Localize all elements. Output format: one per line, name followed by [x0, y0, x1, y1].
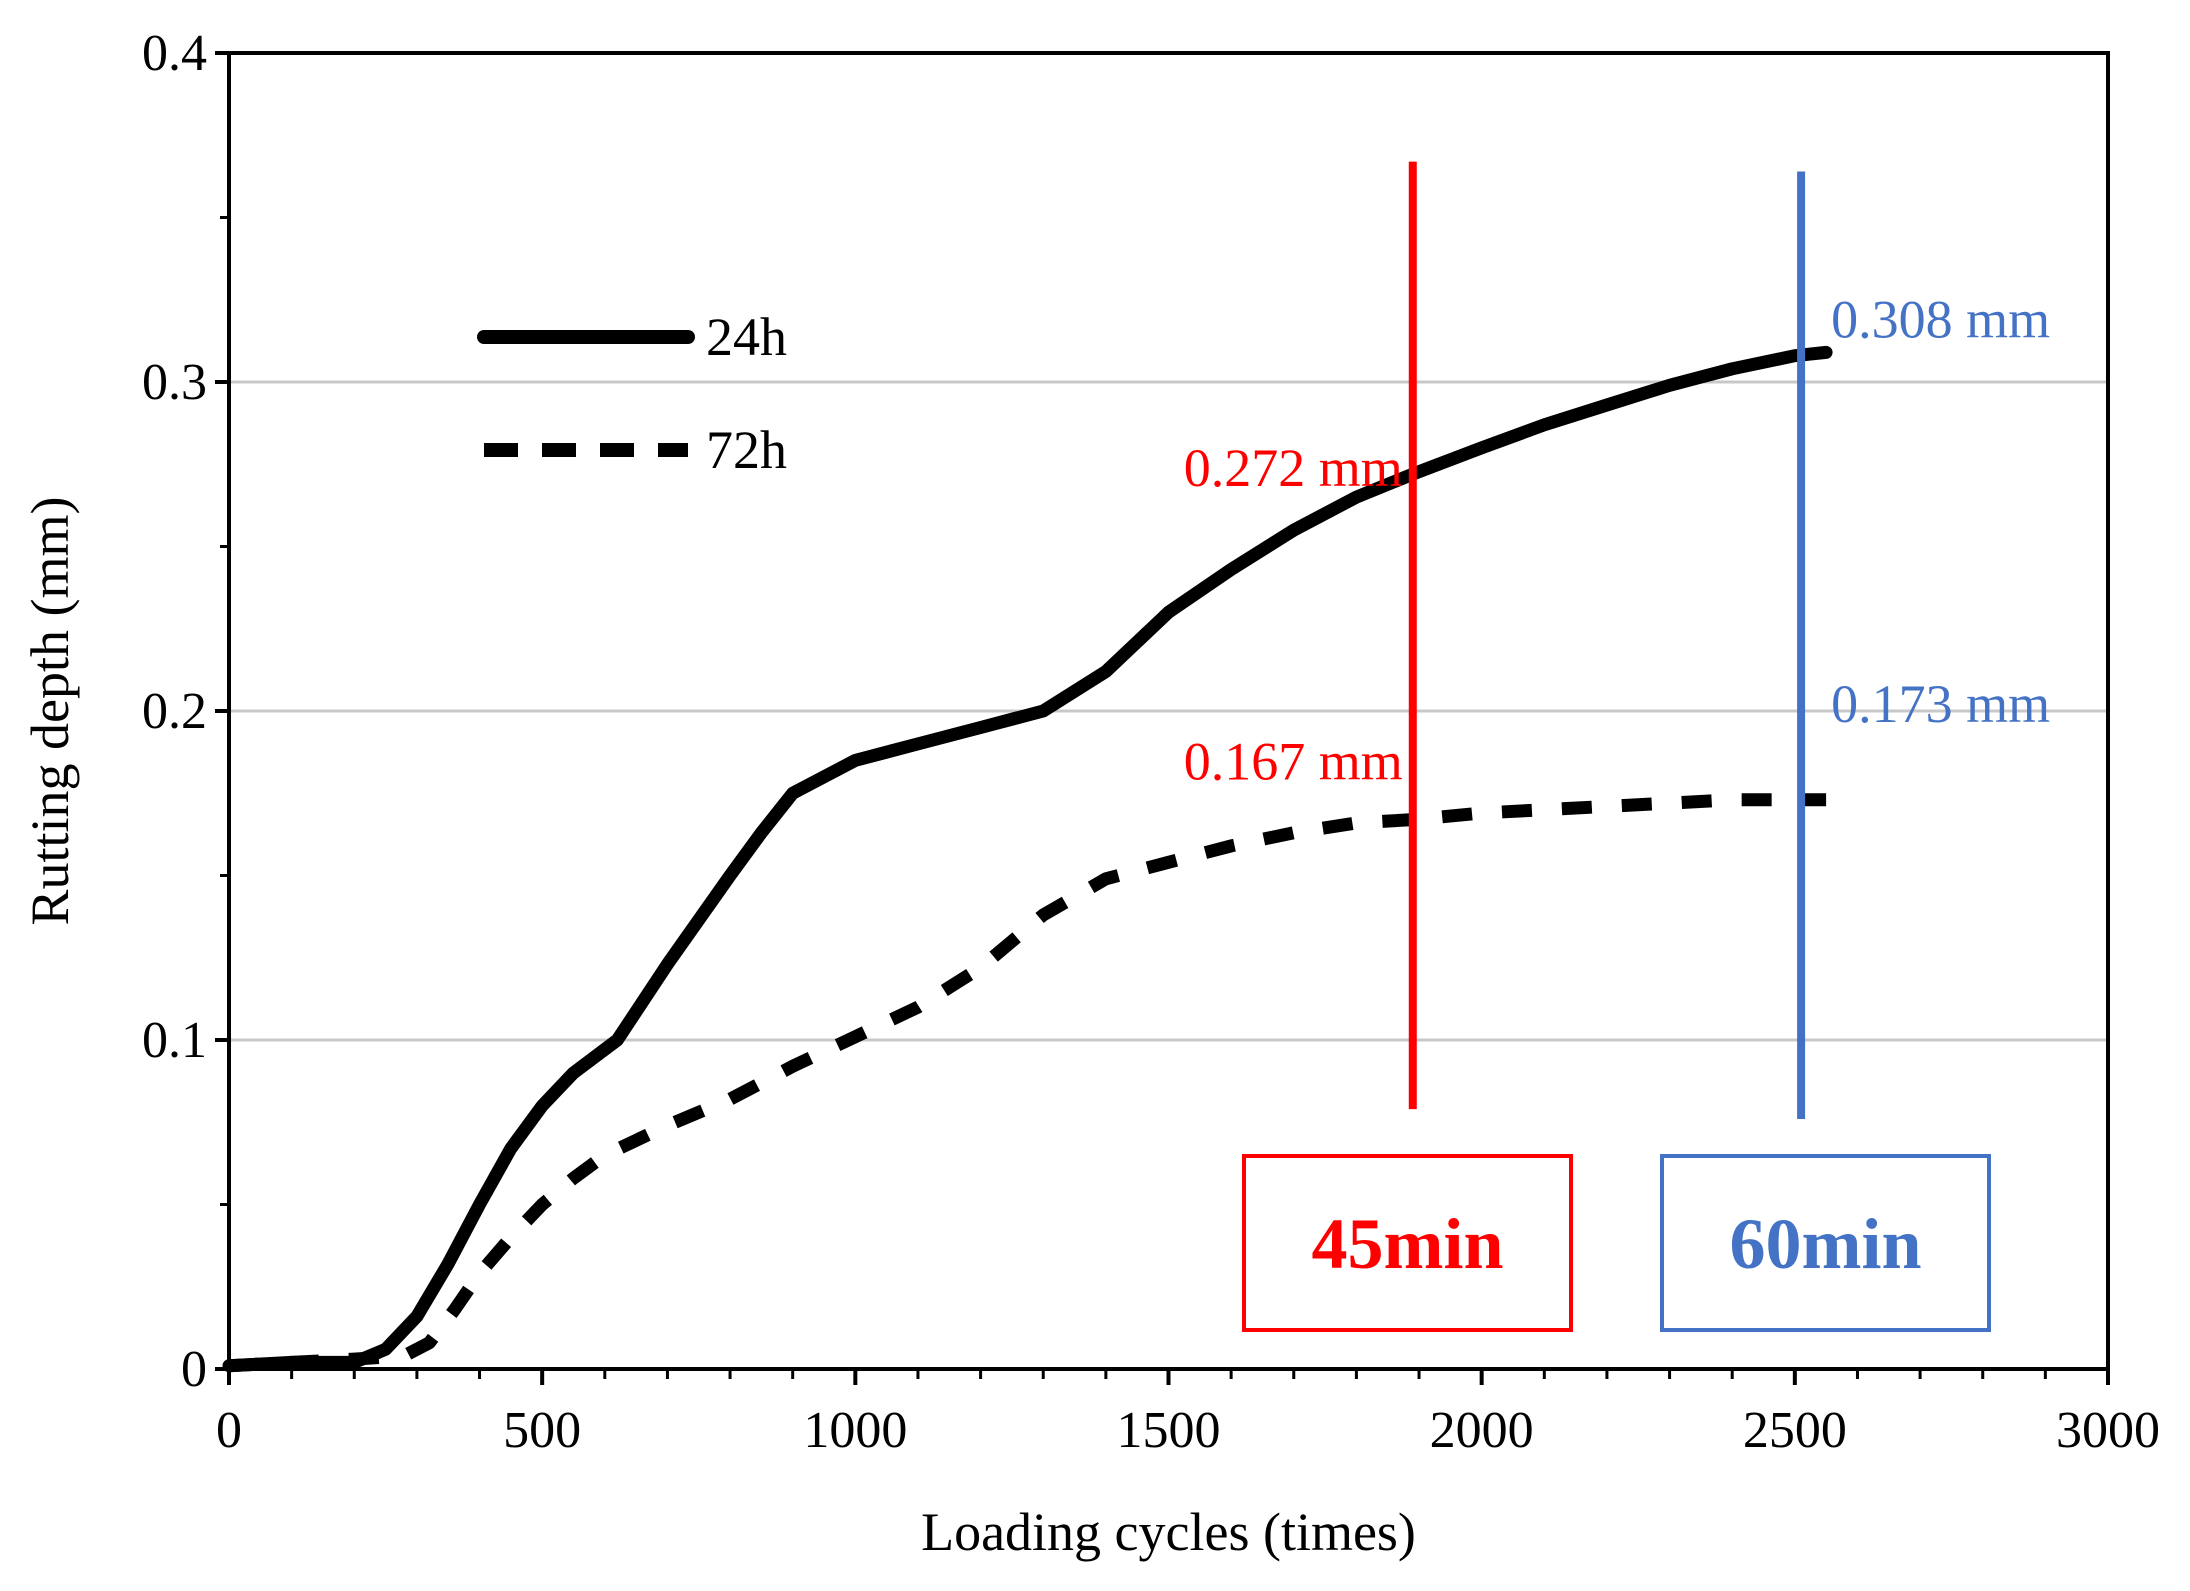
x-tick-label-3: 1500 — [1117, 1402, 1221, 1459]
axes: 0 0.1 0.2 0.3 0.4 0 500 1000 1500 2000 2500 3000 Loa… — [20, 25, 2160, 1562]
y-tick-label-2: 0.2 — [142, 683, 207, 740]
y-axis-title: Rutting depth (mm) — [20, 497, 80, 926]
legend: 24h 72h — [477, 307, 787, 480]
value-label-45min-0: 0.272 mm — [1184, 438, 1403, 498]
x-tick-label-4: 2000 — [1430, 1402, 1534, 1459]
value-label-45min-1: 0.167 mm — [1184, 732, 1403, 792]
label-box-45min — [1242, 1154, 1573, 1332]
x-axis-title: Loading cycles (times) — [921, 1502, 1416, 1562]
y-tick-label-3: 0.3 — [142, 354, 207, 411]
legend-label-24h: 24h — [706, 307, 787, 367]
label-box-text-45min: 45min — [1311, 1204, 1503, 1284]
series-line-24h — [222, 345, 1833, 1373]
series-lines — [222, 345, 1833, 1373]
gridlines — [229, 380, 2108, 1042]
value-label-60min-1: 0.173 mm — [1831, 674, 2050, 734]
value-label-60min-0: 0.308 mm — [1831, 290, 2050, 350]
x-tick-label-0: 0 — [216, 1402, 242, 1459]
y-tick-label-1: 0.1 — [142, 1012, 207, 1069]
series-line-72h — [228, 793, 1827, 1373]
x-tick-label-5: 2500 — [1743, 1402, 1847, 1459]
label-box-text-60min: 60min — [1729, 1204, 1921, 1284]
x-tick-label-2: 1000 — [803, 1402, 907, 1459]
label-box-60min — [1660, 1154, 1991, 1332]
x-tick-label-6: 3000 — [2056, 1402, 2160, 1459]
annotations: 0.272 mm 0.167 mm 45min 0.308 mm 0.173 mm 60m… — [1184, 161, 2050, 1332]
y-tick-label-0: 0 — [181, 1341, 207, 1398]
y-tick-label-4: 0.4 — [142, 25, 207, 82]
legend-label-72h: 72h — [706, 420, 787, 480]
x-tick-label-1: 500 — [503, 1402, 581, 1459]
